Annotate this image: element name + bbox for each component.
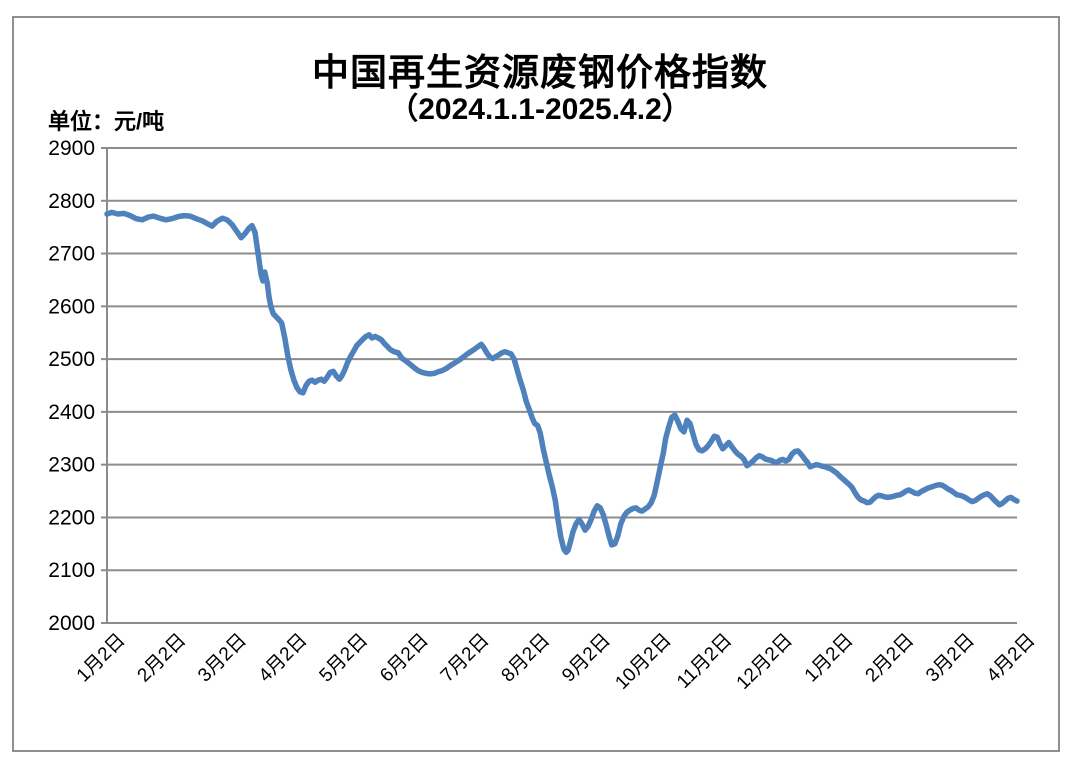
x-tick-label: 7月2日 bbox=[437, 630, 494, 687]
x-tick-label: 3月2日 bbox=[194, 630, 251, 687]
chart-subtitle: （2024.1.1-2025.4.2） bbox=[388, 93, 692, 126]
x-tick-label: 4月2日 bbox=[255, 630, 312, 687]
x-tick-label: 9月2日 bbox=[558, 630, 615, 687]
x-tick-label: 12月2日 bbox=[733, 630, 797, 694]
figure-border bbox=[12, 16, 1060, 752]
x-tick-label: 1月2日 bbox=[73, 630, 130, 687]
chart-title: 中国再生资源废钢价格指数 bbox=[312, 53, 768, 94]
y-tick-label: 2600 bbox=[48, 295, 95, 318]
x-tick-label: 2月2日 bbox=[862, 630, 919, 687]
unit-label: 单位：元/吨 bbox=[48, 109, 165, 134]
x-tick-label: 2月2日 bbox=[134, 630, 191, 687]
y-tick-label: 2500 bbox=[48, 348, 95, 371]
x-tick-label: 5月2日 bbox=[316, 630, 373, 687]
y-tick-label: 2200 bbox=[48, 506, 95, 529]
y-tick-label: 2000 bbox=[48, 612, 95, 635]
x-tick-label: 10月2日 bbox=[611, 630, 675, 694]
x-tick-label: 11月2日 bbox=[673, 630, 736, 693]
price-index-series-line bbox=[104, 209, 1020, 556]
y-tick-label: 2400 bbox=[48, 401, 95, 424]
x-tick-label: 4月2日 bbox=[983, 630, 1040, 687]
y-tick-label: 2900 bbox=[48, 137, 95, 160]
y-tick-label: 2300 bbox=[48, 454, 95, 477]
x-tick-label: 1月2日 bbox=[801, 630, 858, 687]
y-tick-label: 2700 bbox=[48, 243, 95, 266]
y-tick-label: 2100 bbox=[48, 559, 95, 582]
y-tick-label: 2800 bbox=[48, 190, 95, 213]
x-tick-label: 3月2日 bbox=[922, 630, 979, 687]
x-tick-label: 6月2日 bbox=[376, 630, 433, 687]
x-tick-label: 8月2日 bbox=[498, 630, 555, 687]
